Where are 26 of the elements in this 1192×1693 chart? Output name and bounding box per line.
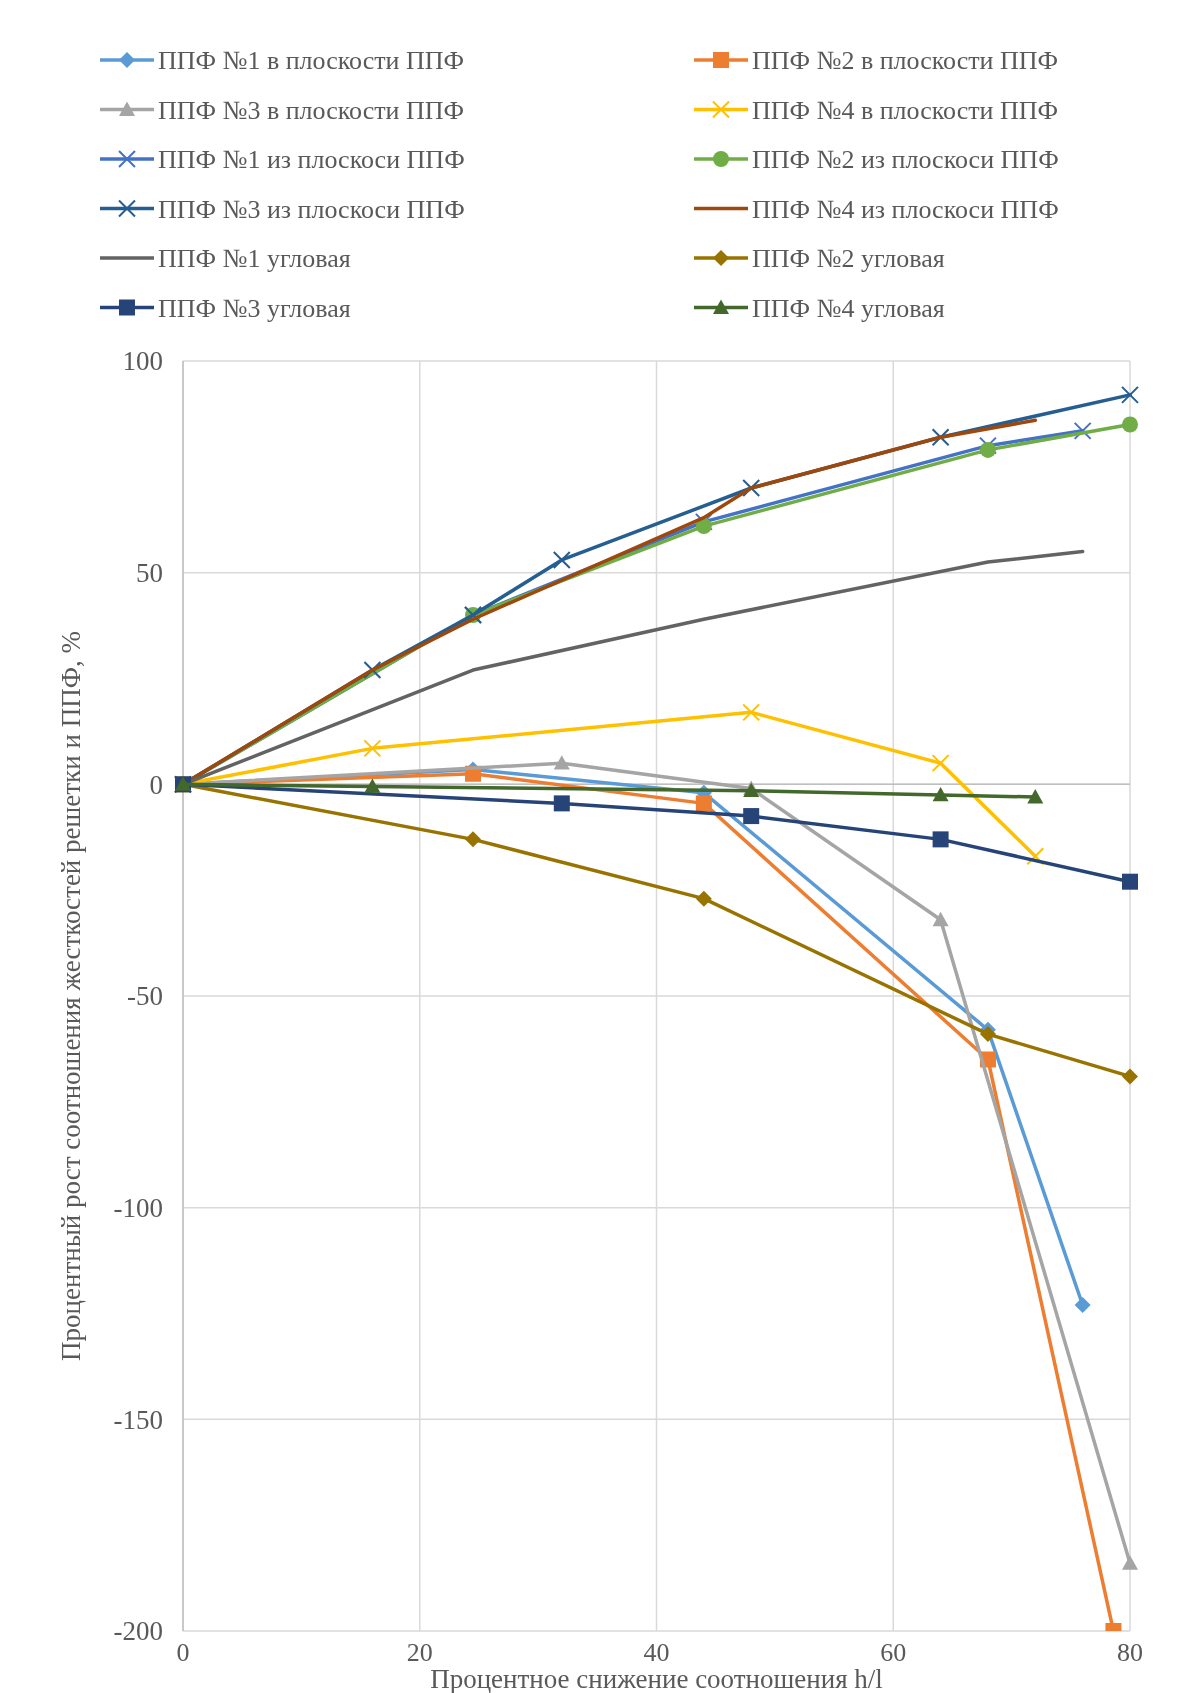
legend-label: ППФ №3 из плоскоси ППФ	[158, 194, 465, 224]
legend-label: ППФ №1 угловая	[158, 244, 351, 274]
y-tick-label: 0	[149, 769, 163, 800]
x-axis-title: Процентное снижение соотношения h/l	[430, 1664, 883, 1693]
y-tick-label: -150	[113, 1404, 163, 1435]
legend-label: ППФ №4 угловая	[752, 293, 945, 323]
y-tick-label: -50	[127, 981, 163, 1012]
legend-label: ППФ №3 в плоскости ППФ	[158, 95, 465, 125]
x-tick-label: 0	[176, 1638, 190, 1667]
y-tick-label: -100	[113, 1193, 163, 1224]
y-axis-title: Процентный рост соотношения жесткостей решетки и ППФ, %	[56, 631, 86, 1361]
legend-label: ППФ №3 угловая	[158, 293, 351, 323]
y-tick-label: 50	[136, 558, 163, 589]
legend-label: ППФ №2 из плоскоси ППФ	[752, 145, 1059, 175]
x-tick-label: 60	[880, 1638, 907, 1667]
x-tick-label: 40	[643, 1638, 670, 1667]
legend-label: ППФ №1 из плоскоси ППФ	[158, 145, 465, 175]
legend-label: ППФ №4 в плоскости ППФ	[752, 95, 1059, 125]
y-tick-label: -200	[113, 1616, 163, 1647]
legend-label: ППФ №4 из плоскоси ППФ	[752, 194, 1059, 224]
x-tick-label: 20	[406, 1638, 433, 1667]
legend-label: ППФ №1 в плоскости ППФ	[158, 46, 465, 76]
y-tick-label: 100	[122, 346, 163, 377]
x-tick-label: 80	[1117, 1638, 1143, 1667]
legend-label: ППФ №2 в плоскости ППФ	[752, 46, 1059, 76]
legend-label: ППФ №2 угловая	[752, 244, 945, 274]
